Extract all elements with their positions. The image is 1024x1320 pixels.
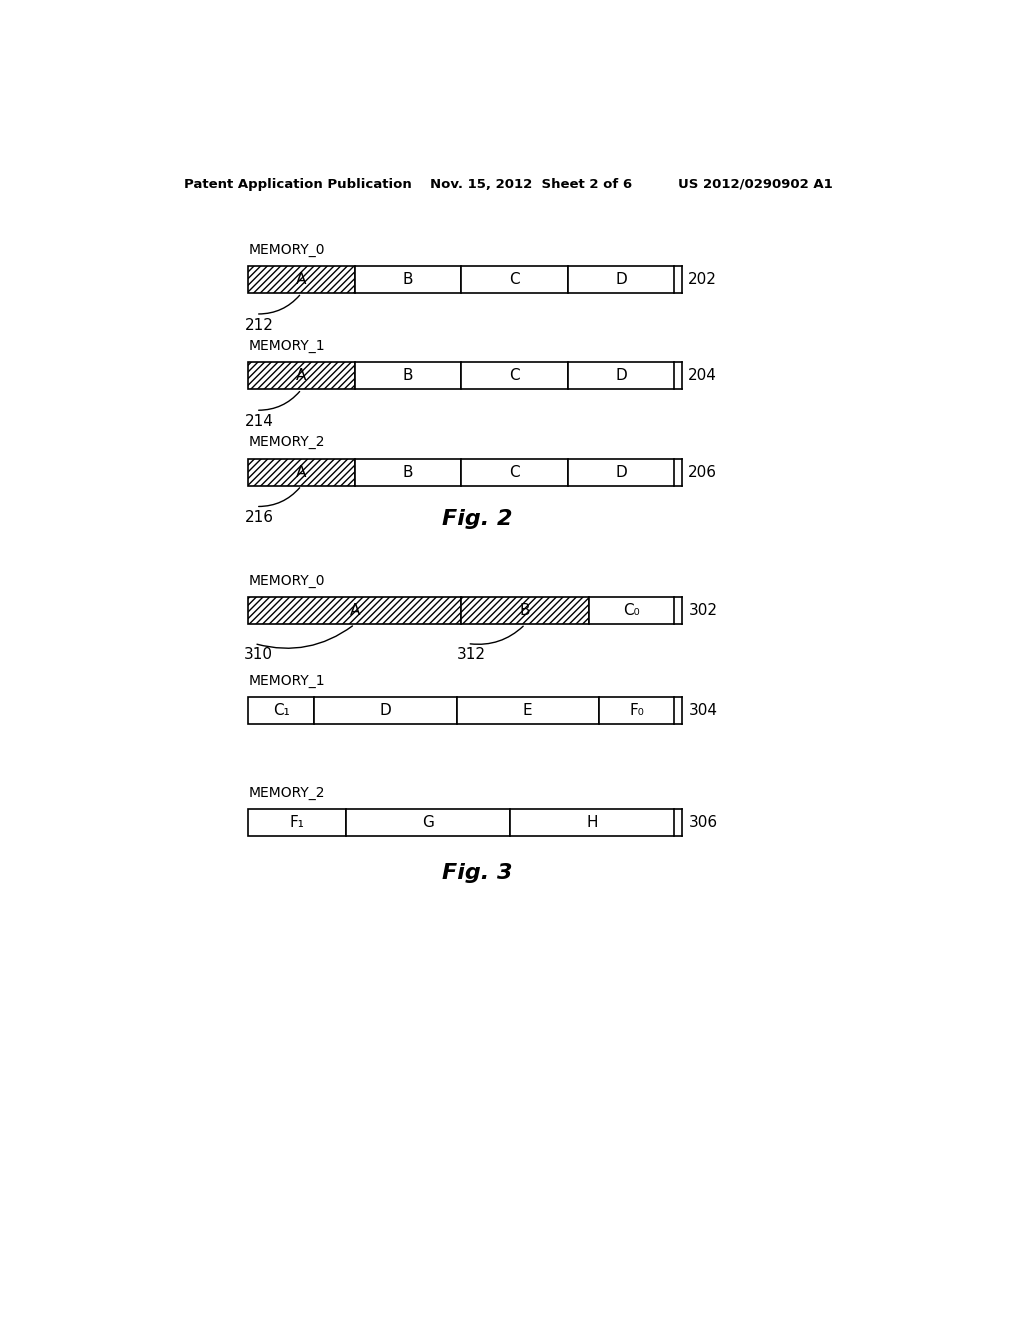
Text: 312: 312 <box>457 647 485 663</box>
Text: 214: 214 <box>246 414 274 429</box>
Text: C: C <box>509 368 520 383</box>
Bar <box>248 809 346 836</box>
Text: C: C <box>509 272 520 288</box>
Bar <box>461 363 568 389</box>
Text: 204: 204 <box>688 368 717 383</box>
Text: MEMORY_0: MEMORY_0 <box>248 574 325 589</box>
Text: Fig. 2: Fig. 2 <box>441 508 512 529</box>
Text: US 2012/0290902 A1: US 2012/0290902 A1 <box>678 178 833 190</box>
Bar <box>599 697 675 725</box>
Text: MEMORY_0: MEMORY_0 <box>248 243 325 257</box>
Text: Patent Application Publication: Patent Application Publication <box>183 178 412 190</box>
Text: A: A <box>349 603 359 618</box>
Text: 304: 304 <box>688 704 718 718</box>
Text: D: D <box>615 272 627 288</box>
Text: B: B <box>402 465 414 479</box>
Bar <box>568 363 675 389</box>
Text: MEMORY_2: MEMORY_2 <box>248 436 325 450</box>
Bar <box>248 363 354 389</box>
Text: D: D <box>380 704 391 718</box>
Bar <box>461 267 568 293</box>
Bar <box>461 459 568 486</box>
Bar <box>248 363 354 389</box>
Bar <box>568 267 675 293</box>
Text: Fig. 3: Fig. 3 <box>441 863 512 883</box>
Text: 302: 302 <box>688 603 718 618</box>
Text: F₀: F₀ <box>629 704 644 718</box>
Text: B: B <box>402 368 414 383</box>
Text: 310: 310 <box>244 647 272 663</box>
Text: 216: 216 <box>246 511 274 525</box>
Text: C₀: C₀ <box>624 603 640 618</box>
Bar <box>461 597 589 624</box>
Text: G: G <box>423 814 434 830</box>
Bar <box>346 809 510 836</box>
Bar <box>354 459 461 486</box>
Text: H: H <box>587 814 598 830</box>
Text: C: C <box>509 465 520 479</box>
Text: Nov. 15, 2012  Sheet 2 of 6: Nov. 15, 2012 Sheet 2 of 6 <box>430 178 633 190</box>
Text: B: B <box>520 603 530 618</box>
Bar <box>510 809 675 836</box>
Text: A: A <box>296 368 306 383</box>
Bar <box>589 597 675 624</box>
Text: MEMORY_1: MEMORY_1 <box>248 675 325 688</box>
Bar <box>248 697 314 725</box>
Bar <box>248 267 354 293</box>
Bar <box>354 363 461 389</box>
Text: E: E <box>522 704 532 718</box>
Text: D: D <box>615 368 627 383</box>
Bar <box>248 267 354 293</box>
Text: 306: 306 <box>688 814 718 830</box>
Bar <box>314 697 457 725</box>
Text: C₁: C₁ <box>273 704 290 718</box>
Bar <box>457 697 599 725</box>
Bar <box>248 597 461 624</box>
Text: 206: 206 <box>688 465 718 479</box>
Text: MEMORY_2: MEMORY_2 <box>248 785 325 800</box>
Bar <box>248 459 354 486</box>
Bar <box>461 597 589 624</box>
Bar <box>248 459 354 486</box>
Bar <box>354 267 461 293</box>
Text: MEMORY_1: MEMORY_1 <box>248 339 325 354</box>
Text: A: A <box>296 465 306 479</box>
Text: B: B <box>402 272 414 288</box>
Text: F₁: F₁ <box>290 814 305 830</box>
Bar <box>568 459 675 486</box>
Text: 202: 202 <box>688 272 717 288</box>
Text: A: A <box>296 272 306 288</box>
Bar <box>248 597 461 624</box>
Text: D: D <box>615 465 627 479</box>
Text: 212: 212 <box>246 318 274 333</box>
